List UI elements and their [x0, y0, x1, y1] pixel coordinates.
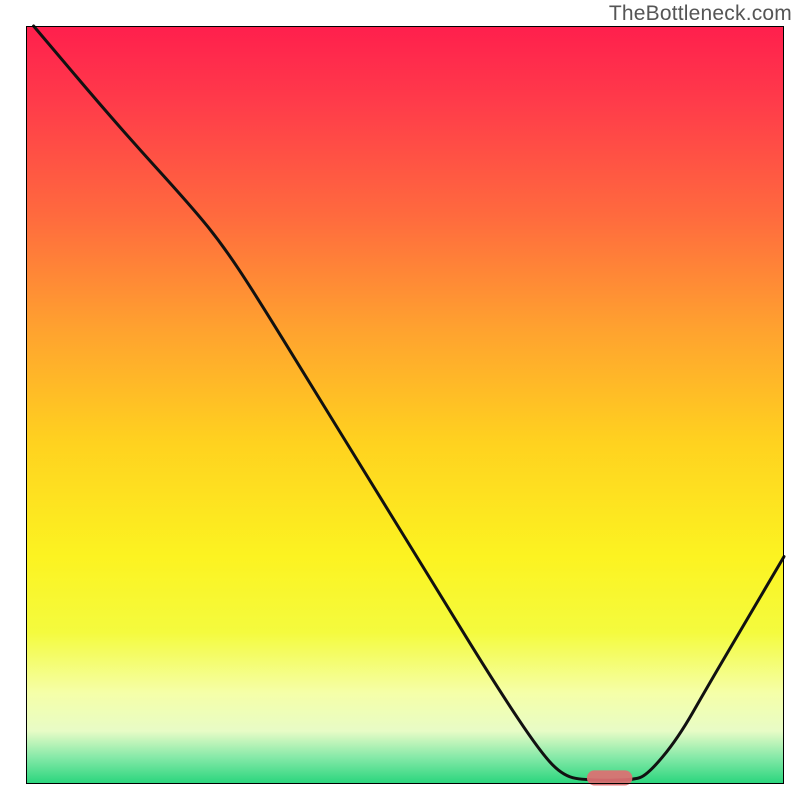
chart-svg [0, 0, 800, 800]
watermark-text: TheBottleneck.com [609, 2, 792, 26]
chart-container: TheBottleneck.com [0, 0, 800, 800]
plot-background [26, 26, 784, 784]
